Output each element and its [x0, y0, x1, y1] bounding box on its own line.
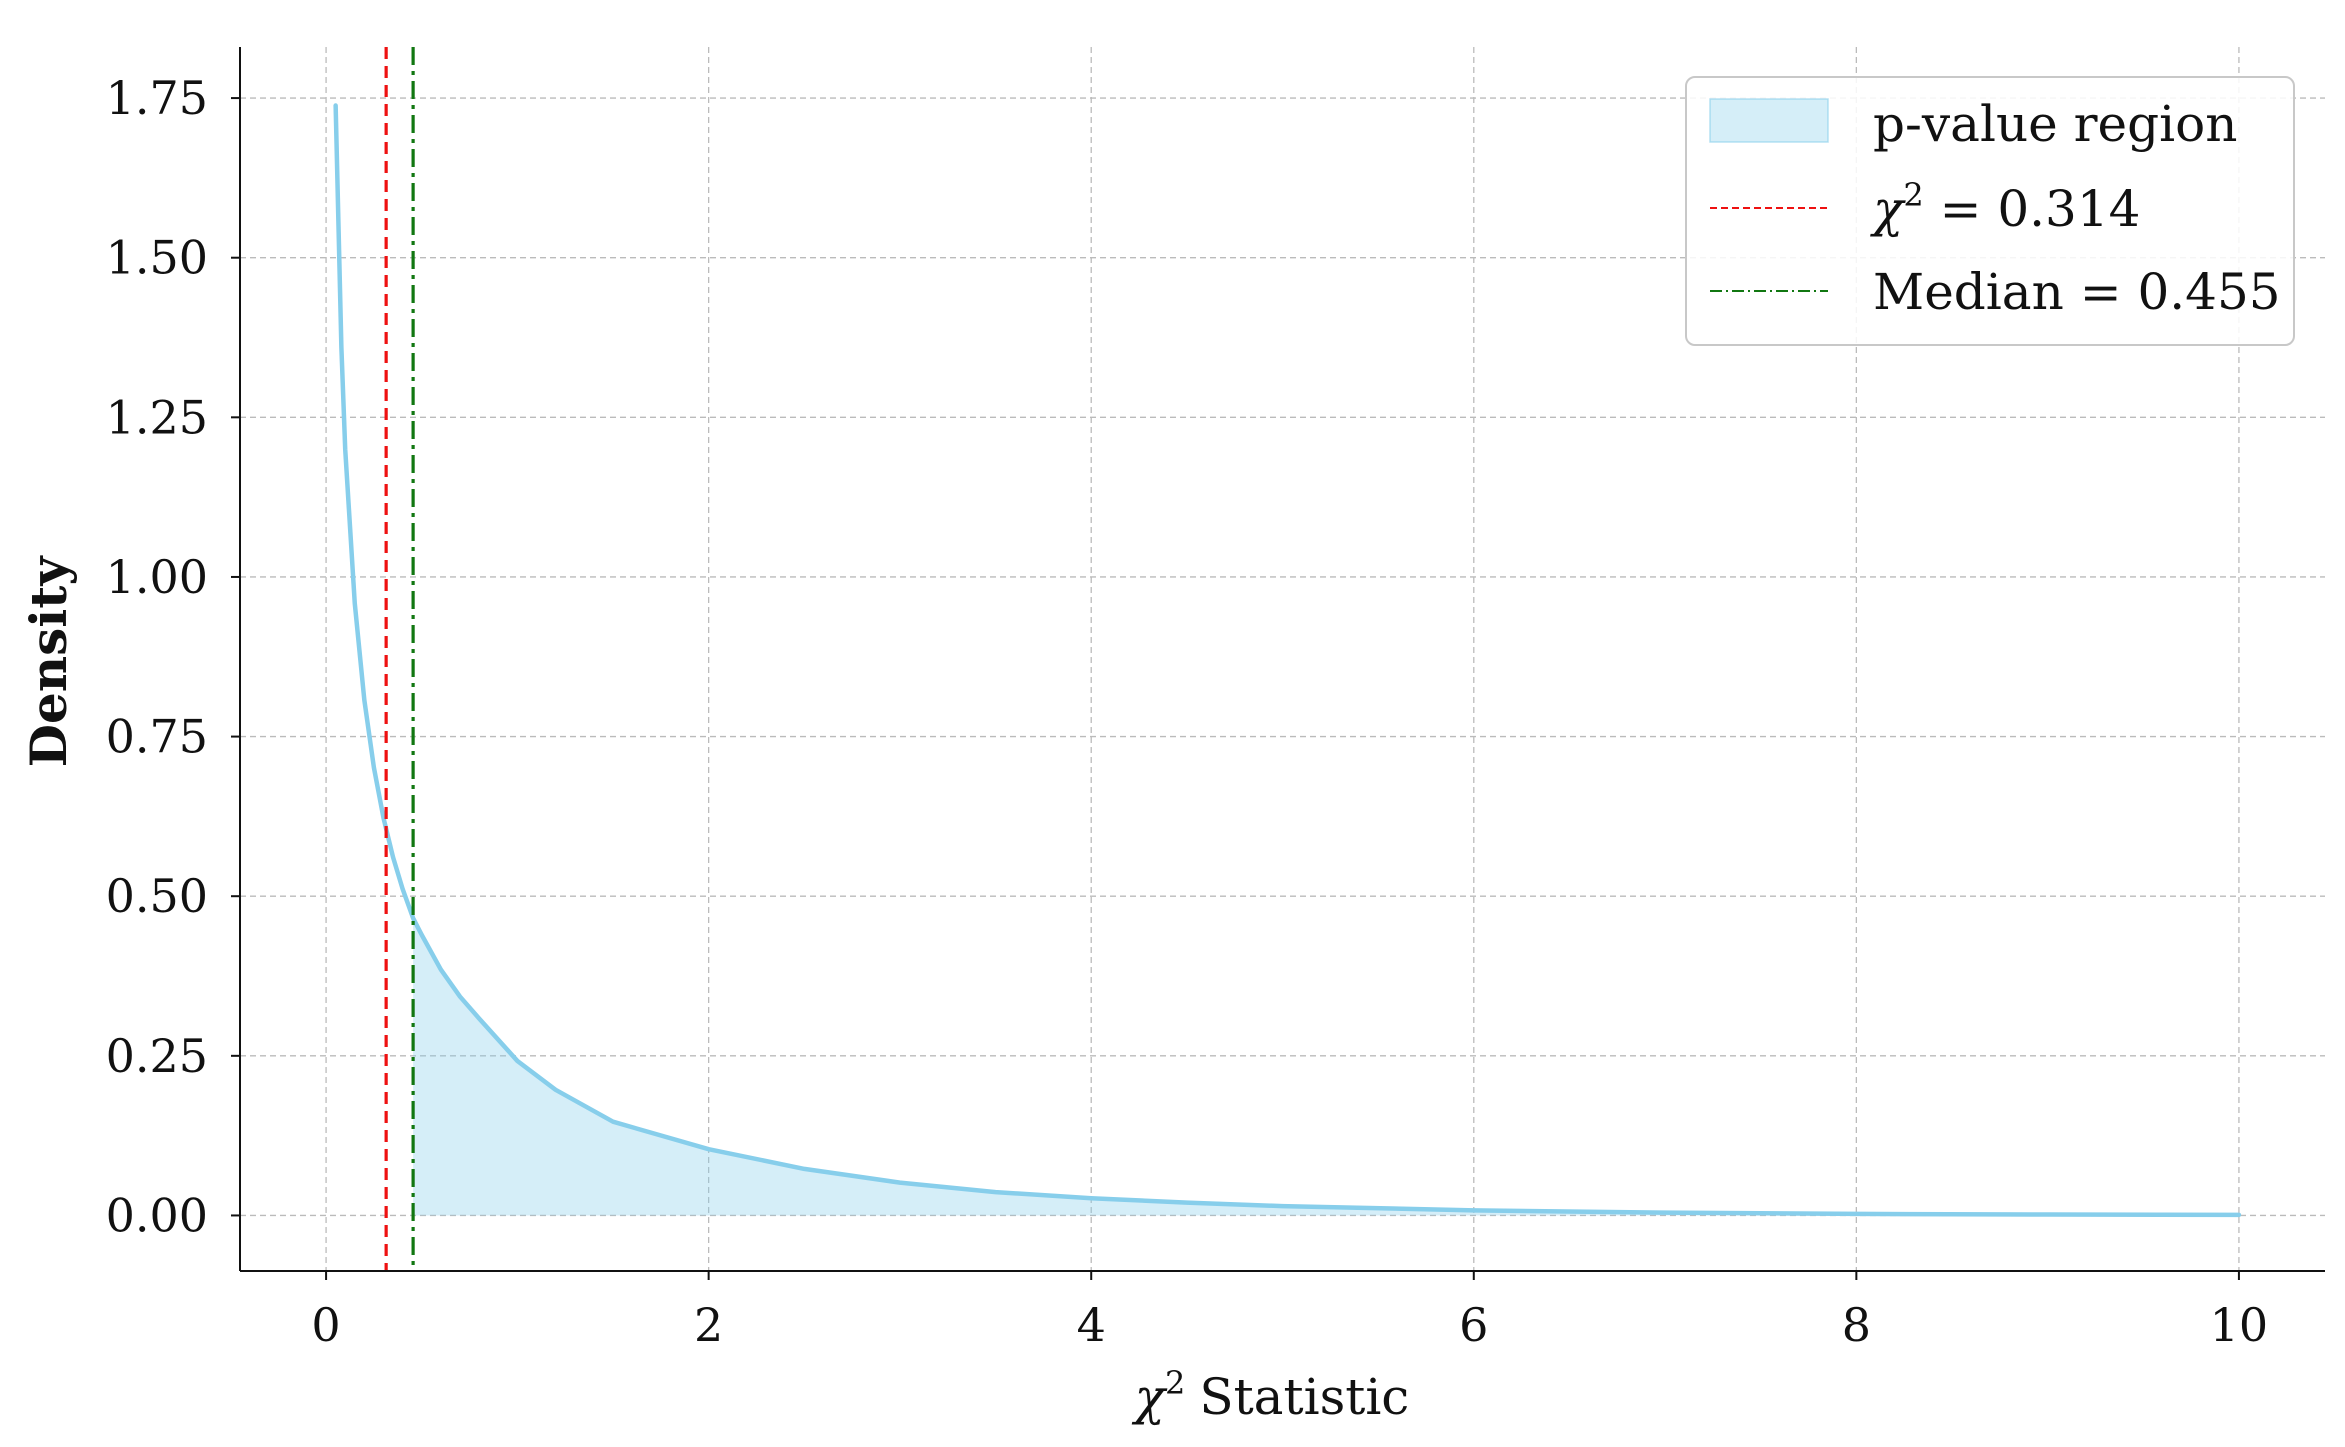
y-tick-label: 0.75 [106, 710, 208, 764]
x-tick-label: 10 [2210, 1298, 2269, 1352]
fill-layer [413, 918, 2239, 1216]
y-tick-label: 1.50 [106, 231, 208, 285]
y-axis-label: Density [19, 555, 78, 768]
y-tick-label: 0.00 [106, 1188, 208, 1242]
y-axis-ticks: 0.00 0.25 0.50 0.75 1.00 1.25 1.50 1.75 [106, 71, 240, 1242]
grid [240, 47, 2325, 1271]
y-tick-label: 0.50 [106, 869, 208, 923]
legend: p-value region χ2 = 0.314 Median = 0.455 [1685, 76, 2295, 346]
y-tick-label: 1.25 [106, 390, 208, 444]
x-axis-ticks: 0 2 4 6 8 10 [311, 1271, 2268, 1352]
density-curve [333, 103, 2242, 1218]
reference-lines [384, 47, 415, 1271]
x-tick-label: 2 [694, 1298, 723, 1352]
x-tick-label: 0 [311, 1298, 340, 1352]
x-axis-label: χ2 Statistic [1132, 1364, 1410, 1426]
y-tick-label: 1.00 [106, 550, 208, 604]
p-value-region-fill [413, 918, 2239, 1216]
legend-frame [1685, 76, 2295, 346]
legend-label-p-value-region: p-value region [1873, 95, 2237, 153]
legend-label-chi-square: χ2 = 0.314 [1870, 176, 2141, 238]
legend-swatch-p-value-region [1709, 98, 1829, 143]
curve-layer [333, 103, 2242, 1218]
x-tick-label: 8 [1842, 1298, 1871, 1352]
y-tick-label: 1.75 [106, 71, 208, 125]
legend-label-median: Median = 0.455 [1873, 263, 2281, 321]
x-tick-label: 6 [1459, 1298, 1488, 1352]
x-tick-label: 4 [1077, 1298, 1106, 1352]
y-tick-label: 0.25 [106, 1029, 208, 1083]
